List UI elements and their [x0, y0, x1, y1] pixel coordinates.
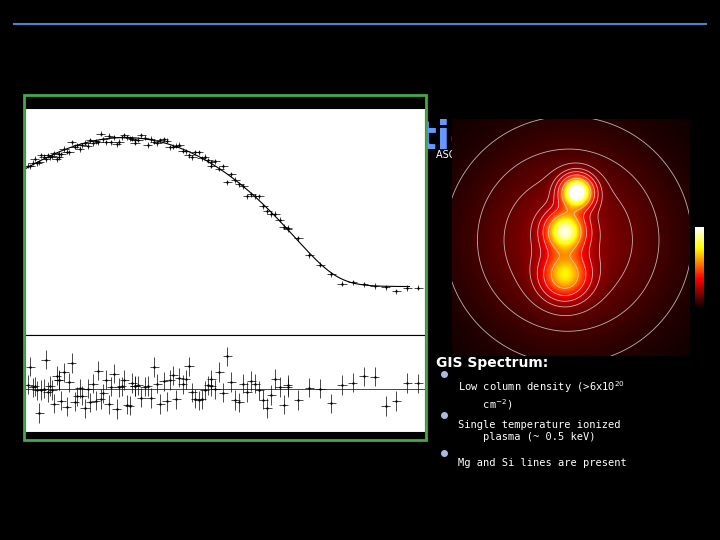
Text: Mg and Si lines are present: Mg and Si lines are present — [459, 458, 627, 468]
Text: GIS spectrum of G296.1-0.5, single temperature ionized plasma fit: GIS spectrum of G296.1-0.5, single tempe… — [112, 416, 415, 425]
Text: Low column density (>6x10$^{20}$
    cm$^{-2}$): Low column density (>6x10$^{20}$ cm$^{-2… — [459, 379, 625, 411]
Text: Single temperature ionized
    plasma (~ 0.5 keV): Single temperature ionized plasma (~ 0.5… — [459, 420, 621, 442]
Text: ASCA GIS image with PSPC contours: ASCA GIS image with PSPC contours — [436, 150, 613, 160]
Text: GIS Spectrum:: GIS Spectrum: — [436, 356, 548, 370]
Y-axis label: χ: χ — [0, 381, 4, 386]
X-axis label: channel energy (keV): channel energy (keV) — [187, 453, 263, 459]
Text: ASCA Observations: ASCA Observations — [107, 119, 527, 157]
